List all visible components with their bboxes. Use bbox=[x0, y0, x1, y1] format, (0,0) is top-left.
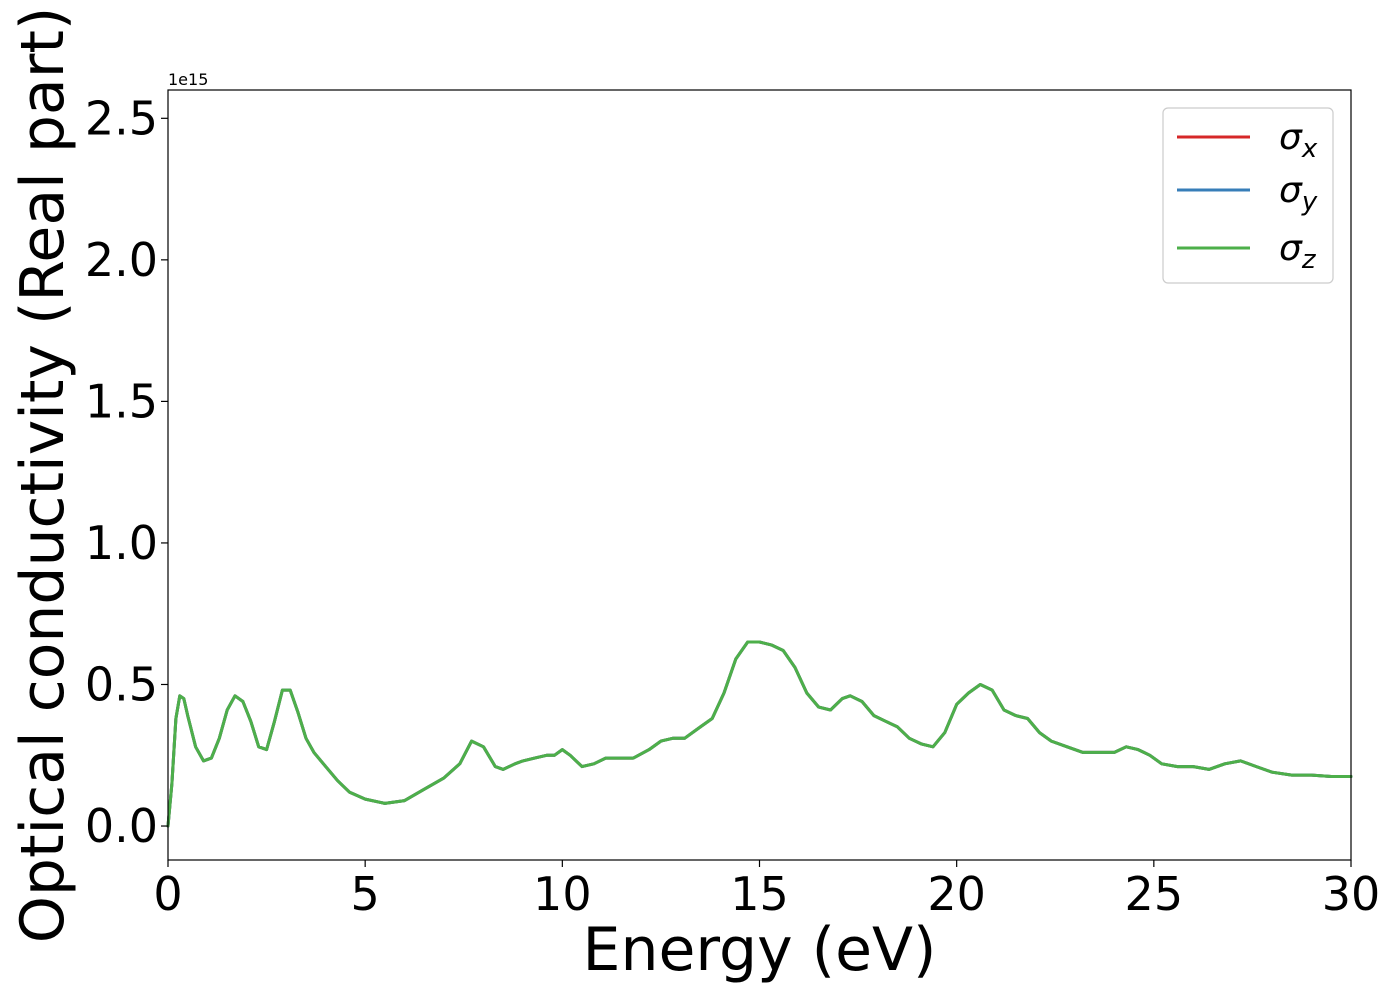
legend-label-x: σx bbox=[1279, 117, 1318, 164]
x-tick-label: 5 bbox=[351, 867, 380, 921]
y-tick-label: 0.5 bbox=[85, 657, 158, 711]
y-tick-label: 2.5 bbox=[85, 91, 158, 145]
y-offset-label: 1e15 bbox=[168, 70, 208, 89]
legend-box bbox=[1162, 107, 1334, 284]
x-axis-title: Energy (eV) bbox=[583, 915, 937, 985]
x-tick-label: 20 bbox=[927, 867, 986, 921]
legend-label-y: σy bbox=[1279, 170, 1318, 217]
y-axis-ticks: 0.0 0.5 1.0 1.5 2.0 2.5 bbox=[85, 91, 168, 853]
y-axis-title: Optical conductivity (Real part) bbox=[8, 7, 78, 944]
legend-label-z: σz bbox=[1279, 228, 1317, 275]
y-tick-label: 2.0 bbox=[85, 233, 158, 287]
y-tick-label: 1.5 bbox=[85, 374, 158, 428]
series-layer bbox=[166, 640, 1353, 828]
x-tick-label: 0 bbox=[153, 867, 182, 921]
y-tick-label: 0.0 bbox=[85, 799, 158, 853]
x-tick-label: 10 bbox=[533, 867, 592, 921]
x-tick-label: 15 bbox=[730, 867, 789, 921]
x-tick-label: 25 bbox=[1125, 867, 1184, 921]
legend: σx σy σz bbox=[1162, 107, 1334, 284]
x-axis-ticks: 0 5 10 15 20 25 30 bbox=[153, 860, 1380, 921]
x-tick-label: 30 bbox=[1322, 867, 1381, 921]
y-tick-label: 1.0 bbox=[85, 516, 158, 570]
series-line-z bbox=[166, 640, 1353, 828]
plot-area bbox=[168, 90, 1351, 860]
